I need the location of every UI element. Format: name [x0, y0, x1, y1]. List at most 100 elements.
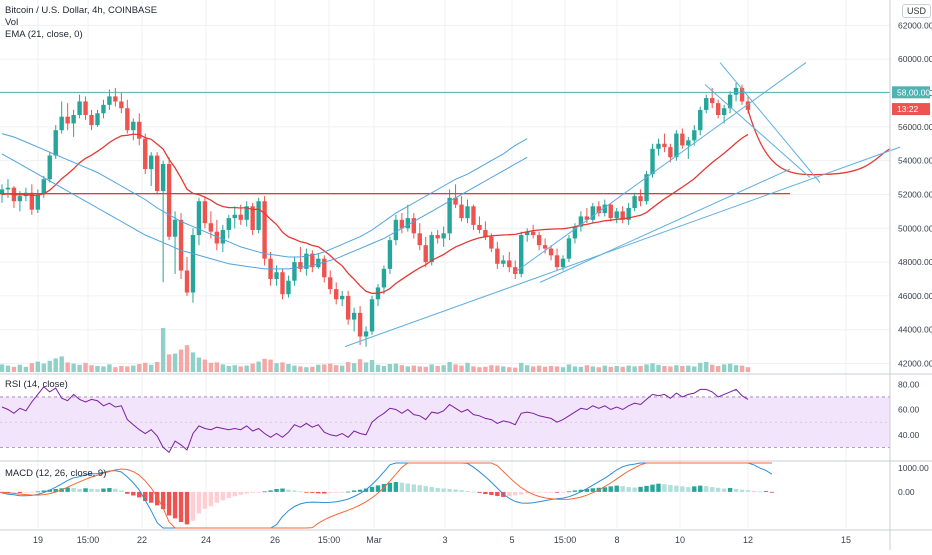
volume-bar	[316, 364, 321, 372]
candle-body	[166, 164, 172, 237]
macd-bar	[77, 489, 82, 492]
macd-bar	[149, 491, 154, 503]
volume-bar	[381, 366, 387, 372]
long-trendline	[344, 146, 901, 348]
candle	[89, 109, 94, 131]
candle-body	[572, 226, 578, 239]
volume-bar	[95, 366, 100, 372]
macd-bar	[513, 491, 518, 496]
candle	[381, 265, 387, 295]
candle-body	[160, 164, 166, 192]
candle	[620, 206, 625, 224]
candle	[441, 226, 446, 247]
resistance-badge-bg	[892, 86, 930, 99]
volume-bar	[423, 366, 428, 372]
volume-bar	[489, 365, 494, 372]
volume-bar	[477, 367, 482, 372]
candle	[644, 170, 649, 205]
x-tick-label: 24	[201, 535, 211, 545]
candle-body	[393, 219, 399, 241]
candle-body	[304, 253, 309, 269]
candle	[530, 224, 536, 239]
candle	[220, 224, 226, 252]
candle-body	[357, 312, 363, 337]
macd-bar	[334, 491, 339, 493]
candle-body	[280, 272, 285, 295]
candle-body	[310, 253, 315, 268]
macd-bar	[399, 482, 405, 492]
macd-bar	[542, 491, 548, 493]
candle-body	[608, 204, 613, 219]
candle	[77, 94, 82, 119]
volume-bar	[29, 363, 35, 372]
volume-bar	[322, 364, 327, 372]
volume-bar	[369, 360, 375, 372]
volume-bar	[280, 362, 285, 372]
candle	[715, 99, 721, 119]
volume-bar	[704, 362, 709, 372]
candle	[650, 143, 655, 178]
volume-bar	[715, 366, 721, 372]
macd-bar	[280, 488, 285, 492]
volume-bar	[632, 366, 637, 372]
price-tick-label: 48000.00	[898, 257, 932, 267]
volume-bar	[417, 366, 422, 372]
candle	[662, 133, 667, 153]
volume-bar	[202, 359, 208, 372]
candle	[632, 192, 637, 212]
macd-bar	[286, 489, 291, 492]
price-tick-label: 50000.00	[898, 223, 932, 233]
candle-body	[53, 130, 58, 156]
volume-bar	[113, 367, 118, 372]
macd-bar	[375, 485, 381, 492]
candle-body	[17, 196, 23, 202]
volume-bar	[733, 365, 739, 372]
candle	[692, 125, 697, 146]
macd-bar	[274, 489, 279, 492]
currency-badge[interactable]: USD	[902, 4, 932, 18]
candle	[459, 196, 464, 222]
macd-bar	[757, 491, 763, 493]
candle-body	[483, 229, 488, 237]
candle-body	[656, 143, 661, 149]
candle-body	[447, 197, 452, 234]
macd-bar	[423, 486, 428, 492]
candle-body	[739, 87, 745, 102]
macd-bar	[727, 488, 733, 492]
candle-body	[507, 260, 512, 268]
macd-bar	[668, 484, 673, 492]
volume-bar	[668, 366, 673, 372]
macd-bar	[214, 491, 220, 503]
candle	[286, 275, 291, 298]
macd-bar	[351, 490, 357, 492]
volume-bar	[650, 363, 655, 372]
volume-bar	[596, 367, 601, 372]
rsi-tick-label: 40.00	[898, 430, 920, 440]
volume-bar	[572, 366, 578, 372]
macd-bar	[89, 488, 94, 492]
price-levels[interactable]	[0, 91, 890, 195]
macd-bar	[41, 490, 46, 492]
candle-body	[399, 219, 405, 229]
x-tick-label: 5	[509, 535, 514, 545]
volume-bar	[160, 328, 166, 372]
candle-body	[256, 201, 261, 230]
macd-bar	[101, 488, 106, 492]
volume-bar	[435, 366, 440, 372]
macd-tick-label: 1000.00	[898, 463, 929, 473]
macd-bar	[131, 491, 136, 496]
volume-legend: Vol	[5, 17, 19, 28]
candle-body	[244, 206, 249, 220]
volume-bar	[399, 365, 405, 372]
candle-body	[172, 219, 178, 237]
macd-bar	[548, 491, 554, 493]
candle-body	[95, 113, 100, 126]
volume-bar	[238, 366, 243, 372]
candle	[453, 184, 458, 208]
channel-upper	[514, 62, 807, 273]
volume-bar	[662, 366, 667, 372]
candle	[256, 197, 261, 234]
volume-bar	[536, 365, 542, 372]
